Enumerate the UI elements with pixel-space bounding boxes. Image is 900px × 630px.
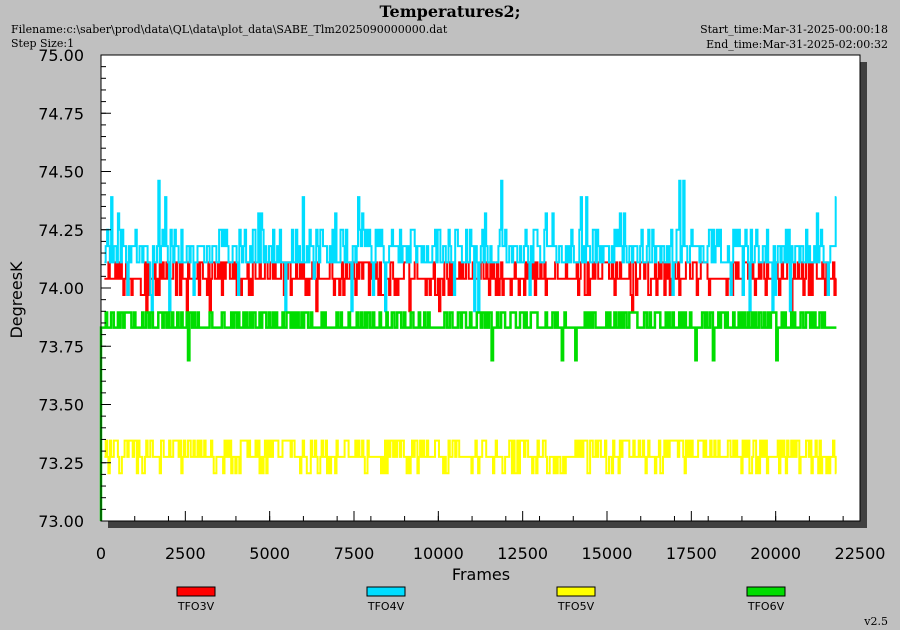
legend-swatch-tfo5v [556, 586, 596, 597]
x-tick-label: 17500 [666, 544, 717, 563]
legend-label-tfo3v: TFO3V [177, 600, 215, 613]
y-tick-label: 73.75 [38, 337, 84, 356]
x-tick-label: 12500 [497, 544, 548, 563]
y-tick-label: 73.25 [38, 454, 84, 473]
x-tick-label: 7500 [334, 544, 375, 563]
legend-label-tfo5v: TFO5V [557, 600, 595, 613]
end-time-label: End_time:Mar-31-2025-02:00:32 [706, 38, 888, 51]
y-tick-label: 74.50 [38, 163, 84, 182]
y-tick-label: 73.00 [38, 512, 84, 531]
legend-label-tfo4v: TFO4V [367, 600, 405, 613]
legend-swatch-tfo3v [176, 586, 216, 597]
legend-swatch-tfo6v [746, 586, 786, 597]
x-tick-label: 2500 [165, 544, 206, 563]
x-tick-label: 5000 [249, 544, 290, 563]
version-label: v2.5 [864, 615, 888, 628]
y-axis-label: DegreesK [7, 261, 26, 339]
x-tick-label: 15000 [582, 544, 633, 563]
y-tick-label: 74.00 [38, 279, 84, 298]
legend-label-tfo6v: TFO6V [747, 600, 785, 613]
series-line-tfo5v [104, 439, 837, 475]
y-tick-label: 75.00 [38, 46, 84, 65]
x-axis-label: Frames [452, 565, 510, 584]
legend-swatch-tfo4v [366, 586, 406, 597]
step-size-label: Step Size:1 [11, 37, 75, 50]
x-tick-label: 20000 [750, 544, 801, 563]
x-tick-label: 0 [96, 544, 106, 563]
x-tick-label: 10000 [413, 544, 464, 563]
y-tick-label: 74.25 [38, 221, 84, 240]
y-tick-label: 74.75 [38, 104, 84, 123]
series-line-tfo6v [99, 311, 837, 521]
series-line-tfo4v [104, 179, 837, 313]
y-tick-label: 73.50 [38, 396, 84, 415]
start-time-label: Start_time:Mar-31-2025-00:00:18 [700, 23, 888, 36]
chart-title: Temperatures2; [379, 2, 521, 21]
x-tick-label: 22500 [835, 544, 886, 563]
filename-label: Filename:c:\saber\prod\data\QL\data\plot… [11, 23, 448, 36]
